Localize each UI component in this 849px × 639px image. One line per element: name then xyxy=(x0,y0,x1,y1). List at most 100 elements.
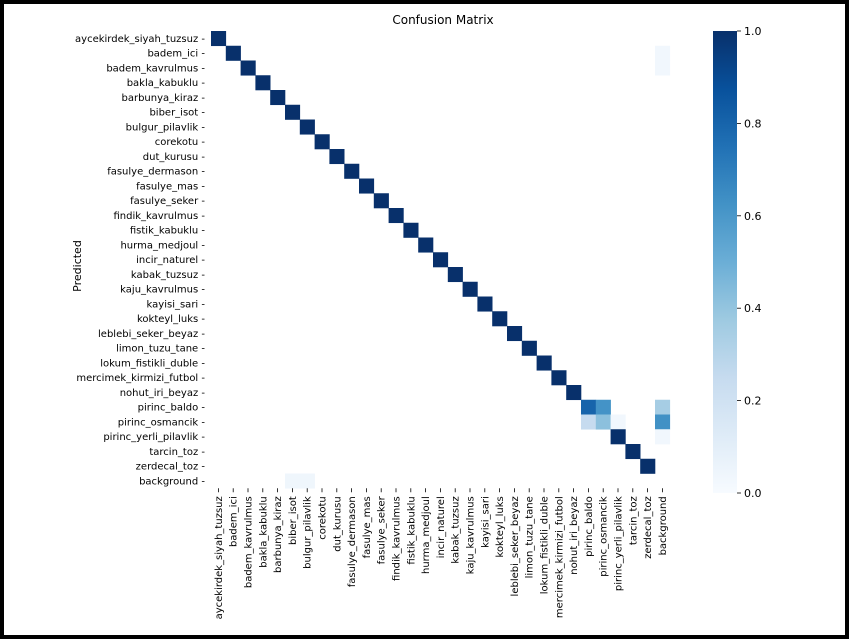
heatmap-cell xyxy=(255,75,271,91)
y-tick-labels: aycekirdek_siyah_tuzsuz - badem_ici - bade… xyxy=(75,34,205,488)
heatmap-cell xyxy=(492,311,508,327)
heatmap-cell xyxy=(299,119,315,135)
heatmap-cell xyxy=(610,429,626,445)
colorbar-gradient xyxy=(713,31,737,493)
colorbar-tick-label: 0.2 xyxy=(744,395,762,408)
heatmap-cell xyxy=(462,281,478,297)
confusion-matrix-chart: Confusion Matrix Predicted aycekirdek_si… xyxy=(71,13,762,619)
x-tick-label: badem_ici xyxy=(229,496,240,547)
x-tick-label: bulgur_pilavlik xyxy=(303,496,314,569)
x-tick-label: kaju_kavrulmus xyxy=(466,496,477,574)
heatmap-cell xyxy=(581,399,597,415)
y-tick-label: barbunya_kiraz - xyxy=(121,93,205,104)
heatmap-cell xyxy=(299,473,315,489)
x-tick-label: badem_kavrulmus xyxy=(244,496,255,588)
y-tick-label: badem_ici - xyxy=(147,49,205,60)
colorbar-tick-label: 0.8 xyxy=(744,117,762,130)
heatmap-cell xyxy=(447,267,463,283)
colorbar-tick-label: 0.6 xyxy=(744,210,762,223)
x-tick-label: pirinc_baldo xyxy=(584,496,595,557)
x-tick-label: pirinc_osmancik xyxy=(599,496,610,577)
heatmap-cell xyxy=(240,60,256,76)
y-tick-label: kaju_kavrulmus - xyxy=(120,285,205,296)
y-axis-label: Predicted xyxy=(71,240,84,292)
heatmap-cell xyxy=(433,252,449,268)
heatmap-cell xyxy=(285,104,301,120)
x-tick-label: pirinc_yerli_pilavlik xyxy=(614,496,625,591)
x-tick-label: corekotu xyxy=(318,496,329,539)
y-tick-label: pirinc_baldo - xyxy=(138,403,206,414)
colorbar: 0.0 0.2 0.4 0.6 0.8 1.0 xyxy=(713,25,762,500)
x-tick-label: biber_isot xyxy=(288,496,299,545)
x-tick-label: nohut_iri_beyaz xyxy=(569,496,580,575)
y-tick-label: tarcin_toz - xyxy=(149,447,205,458)
y-tick-label: limon_tuzu_tane - xyxy=(116,344,205,355)
x-tick-label: kayisi_sari xyxy=(480,496,491,548)
x-tick-label: fistik_kabuklu xyxy=(406,496,417,564)
y-tick-label: nohut_iri_beyaz - xyxy=(120,388,206,399)
heatmap-cell xyxy=(640,458,656,474)
heatmap-cell xyxy=(566,385,582,401)
y-tick-label: fasulye_mas - xyxy=(136,181,205,192)
heatmap-cell xyxy=(373,193,389,209)
heatmap-cell xyxy=(610,414,626,430)
heatmap-cell xyxy=(595,399,611,415)
x-tick-label: tarcin_toz xyxy=(628,496,639,545)
y-tick-label: fistik_kabuklu - xyxy=(130,226,206,237)
y-tick-label: lokum_fistikli_duble - xyxy=(100,358,205,369)
colorbar-tick-label: 1.0 xyxy=(744,25,762,38)
heatmap-cell xyxy=(418,237,434,253)
x-tick-label: fasulye_mas xyxy=(362,496,373,558)
y-tick-label: pirinc_yerli_pilavlik - xyxy=(103,432,205,443)
y-tick-label: leblebi_seker_beyaz - xyxy=(98,329,205,340)
heatmap-cell xyxy=(507,326,523,342)
heatmap-cell xyxy=(477,296,493,312)
heatmap-cell xyxy=(655,60,671,76)
heatmap-cell xyxy=(211,31,227,47)
heatmap-cell xyxy=(625,444,641,460)
heatmap-cell xyxy=(655,399,671,415)
heatmap-cells xyxy=(211,31,671,489)
y-tick-label: fasulye_dermason - xyxy=(107,167,205,178)
x-tick-label: kokteyl_luks xyxy=(495,496,506,557)
heatmap-cell xyxy=(655,429,671,445)
heatmap-cell xyxy=(595,414,611,430)
heatmap-cell xyxy=(403,222,419,238)
x-tick-label: findik_kavrulmus xyxy=(392,496,403,581)
heatmap-cell xyxy=(551,370,567,386)
x-tick-label: fasulye_seker xyxy=(377,495,388,564)
y-tick-label: pirinc_osmancik - xyxy=(118,417,206,428)
y-tick-label: mercimek_kirmizi_futbol - xyxy=(76,373,205,384)
x-tick-label: incir_naturel xyxy=(436,496,447,558)
heatmap-cell xyxy=(344,163,360,179)
y-tick-label: zerdecal_toz - xyxy=(136,462,206,473)
heatmap-cell xyxy=(655,414,671,430)
y-tick-label: dut_kurusu - xyxy=(143,152,206,163)
heatmap-cell xyxy=(536,355,552,371)
heatmap-cell xyxy=(225,45,241,61)
heatmap-cell xyxy=(314,134,330,150)
x-tick-label: kabak_tuzsuz xyxy=(451,496,462,563)
y-tick-label: kayisi_sari - xyxy=(147,299,206,310)
heatmap-cell xyxy=(581,414,597,430)
x-tick-label: zerdecal_toz xyxy=(643,496,654,559)
x-tick-label: fasulye_dermason xyxy=(347,496,358,587)
chart-title: Confusion Matrix xyxy=(392,13,493,27)
x-tick-label: background xyxy=(658,496,669,555)
y-tick-label: fasulye_seker - xyxy=(130,196,205,207)
x-tick-label: leblebi_seker_beyaz xyxy=(510,496,521,596)
heatmap-cell xyxy=(270,90,286,106)
heatmap-cell xyxy=(521,340,537,356)
y-tick-label: incir_naturel - xyxy=(136,255,205,266)
heatmap-cell xyxy=(359,178,375,194)
y-tick-label: findik_kavrulmus - xyxy=(113,211,205,222)
colorbar-tick-label: 0.0 xyxy=(744,487,762,500)
x-tick-label: barbunya_kiraz xyxy=(273,496,284,573)
heatmap-cell xyxy=(329,149,345,165)
heatmap-cell xyxy=(285,473,301,489)
x-tick-label: mercimek_kirmizi_futbol xyxy=(554,496,565,618)
x-tick-label: limon_tuzu_tane xyxy=(525,496,536,578)
x-tick-label: hurma_medjoul xyxy=(421,496,432,574)
y-tick-label: kokteyl_luks - xyxy=(137,314,205,325)
heatmap-cell xyxy=(655,45,671,61)
